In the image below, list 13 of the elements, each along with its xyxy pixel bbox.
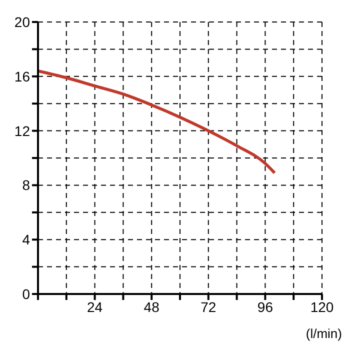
y-tick-label: 4 — [22, 232, 30, 248]
line-series — [38, 69, 276, 174]
x-tick-label: 72 — [200, 298, 216, 315]
x-tick-label: 24 — [87, 298, 103, 315]
x-tick-label: 48 — [144, 298, 160, 315]
y-tick-label: 20 — [14, 14, 30, 30]
x-tick-label: 96 — [257, 298, 274, 315]
y-tick-label: 16 — [14, 68, 30, 84]
y-tick-label: 12 — [14, 122, 30, 139]
x-tick-label: 120 — [310, 298, 334, 315]
y-tick-label: 0 — [22, 286, 30, 302]
x-axis-title: (l/min) — [306, 326, 342, 341]
y-tick-label: 8 — [22, 177, 30, 194]
